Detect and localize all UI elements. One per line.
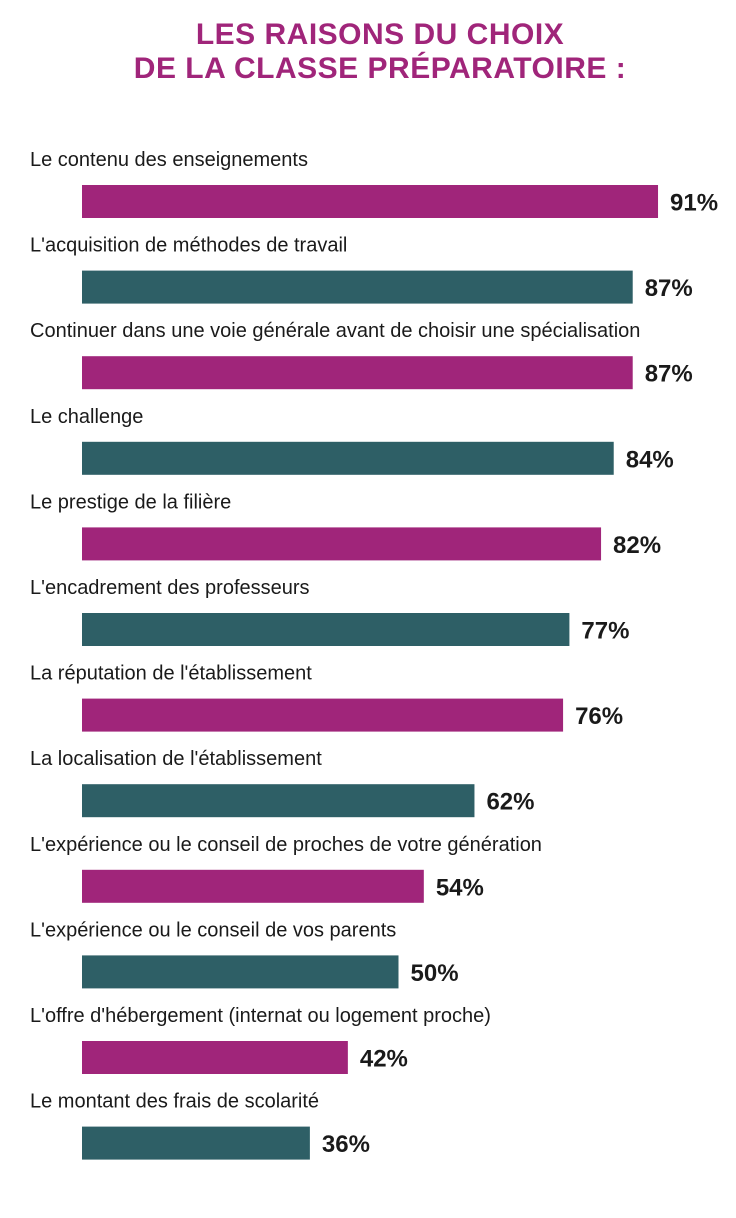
bar xyxy=(82,185,659,218)
value-label: 76% xyxy=(575,703,623,730)
value-label: 82% xyxy=(613,532,661,559)
bar xyxy=(82,955,399,989)
value-label: 54% xyxy=(436,874,484,901)
value-label: 77% xyxy=(581,618,629,645)
value-label: 36% xyxy=(322,1131,370,1158)
bar xyxy=(82,784,475,818)
bar xyxy=(82,613,570,646)
value-label: 87% xyxy=(645,275,693,302)
bar xyxy=(82,698,564,732)
category-label: Le montant des frais de scolarité xyxy=(30,1091,319,1113)
chart-title: LES RAISONS DU CHOIX DE LA CLASSE PRÉPAR… xyxy=(0,18,736,86)
category-label: La localisation de l'établissement xyxy=(30,748,322,770)
category-label: L'encadrement des professeurs xyxy=(30,577,310,599)
chart-title-line-2: DE LA CLASSE PRÉPARATOIRE : xyxy=(133,52,627,85)
category-label: Le contenu des enseignements xyxy=(30,149,308,171)
category-label: Le challenge xyxy=(30,406,143,428)
category-label: L'expérience ou le conseil de vos parent… xyxy=(30,919,396,941)
category-label: L'acquisition de méthodes de travail xyxy=(30,235,347,257)
category-label: Le prestige de la filière xyxy=(30,491,231,513)
value-label: 50% xyxy=(411,960,459,987)
bar xyxy=(82,270,633,304)
chart-title-line-1: LES RAISONS DU CHOIX xyxy=(195,18,565,51)
value-label: 84% xyxy=(626,446,674,473)
bar xyxy=(82,1126,310,1160)
value-label: 62% xyxy=(486,789,534,816)
bar xyxy=(82,527,602,561)
category-label: La réputation de l'établissement xyxy=(30,663,312,685)
category-label: L'expérience ou le conseil de proches de… xyxy=(30,834,542,856)
category-label: Continuer dans une voie générale avant d… xyxy=(30,320,640,342)
value-label: 42% xyxy=(360,1046,408,1073)
value-label: 87% xyxy=(645,361,693,388)
bar xyxy=(82,1041,348,1074)
bar xyxy=(82,441,614,475)
bar xyxy=(82,869,424,903)
bar xyxy=(82,356,633,390)
value-label: 91% xyxy=(670,190,718,217)
category-label: L'offre d'hébergement (internat ou logem… xyxy=(30,1005,491,1027)
